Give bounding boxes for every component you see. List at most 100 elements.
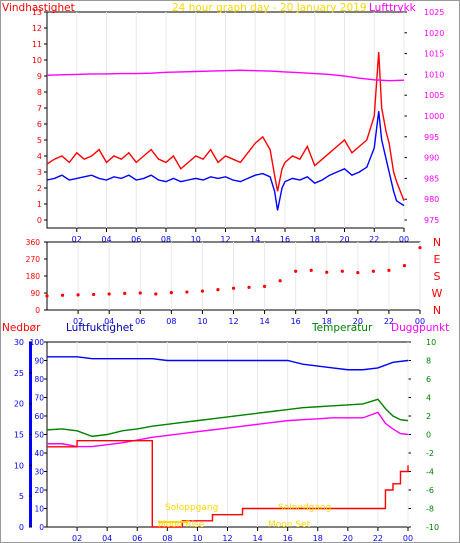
temperature-tick-label: 10 bbox=[426, 338, 436, 347]
sunrise-label: Soloppgang bbox=[165, 503, 218, 513]
gust-line bbox=[46, 51, 405, 202]
wind-tick-label: 6 bbox=[37, 120, 42, 129]
wind-tick-label: 3 bbox=[37, 168, 42, 177]
direction-point bbox=[356, 271, 360, 275]
temperature-tick-label: -4 bbox=[426, 468, 434, 477]
direction-time-tick-label: 08 bbox=[166, 317, 176, 326]
direction-point bbox=[231, 286, 236, 290]
humidity-tick-label: 80 bbox=[34, 375, 44, 384]
average-line bbox=[46, 111, 405, 211]
direction-point bbox=[216, 288, 220, 292]
direction-tick-label: 90 bbox=[30, 289, 40, 298]
rain-tick-label: 0 bbox=[19, 523, 24, 532]
direction-point bbox=[92, 292, 96, 297]
wind-tick-label: 11 bbox=[32, 40, 42, 49]
temperature-tick-label: -10 bbox=[426, 523, 439, 532]
humidity-tick-label: 90 bbox=[34, 357, 44, 366]
direction-point bbox=[169, 291, 173, 295]
direction-point bbox=[278, 279, 282, 283]
direction-point bbox=[154, 292, 158, 296]
wind-tick-label: 4 bbox=[37, 152, 42, 161]
wind-tick-label: 9 bbox=[37, 72, 42, 81]
direction-time-tick-label: 04 bbox=[104, 317, 114, 326]
wind-time-tick-label: 00 bbox=[399, 235, 409, 244]
direction-point bbox=[247, 285, 251, 289]
temperature-tick-label: 2 bbox=[426, 412, 431, 421]
climate-time-tick-label: 06 bbox=[132, 534, 142, 543]
direction-point bbox=[262, 284, 267, 288]
temperature-line bbox=[46, 398, 409, 438]
direction-point bbox=[123, 291, 127, 295]
compass-label: N bbox=[433, 304, 441, 317]
climate-time-tick-label: 22 bbox=[373, 534, 383, 543]
wind-time-tick-label: 22 bbox=[369, 235, 379, 244]
direction-point bbox=[76, 293, 80, 297]
humidity-tick-label: 10 bbox=[34, 505, 44, 514]
wind-time-tick-label: 14 bbox=[250, 235, 260, 244]
rain-tick-label: 20 bbox=[14, 400, 24, 409]
direction-point bbox=[309, 268, 313, 272]
direction-point bbox=[402, 264, 407, 268]
wind-time-tick-label: 12 bbox=[220, 235, 230, 244]
compass-label: W bbox=[432, 287, 443, 300]
dewpoint-label: Duggpunkt bbox=[391, 322, 449, 334]
pressure-tick-label: 1025 bbox=[424, 8, 444, 17]
wind-time-tick-label: 16 bbox=[280, 235, 290, 244]
wind-pressure-series bbox=[46, 51, 405, 211]
sunset-label: Solnedgang bbox=[278, 503, 331, 513]
humidity-tick-label: 100 bbox=[30, 338, 45, 347]
climate-time-tick-label: 20 bbox=[343, 534, 353, 543]
wind-time-tick-label: 06 bbox=[131, 235, 141, 244]
direction-series bbox=[45, 246, 422, 298]
wind-tick-label: 2 bbox=[37, 184, 42, 193]
wind-time-tick-label: 18 bbox=[310, 235, 320, 244]
direction-time-tick-label: 22 bbox=[384, 317, 394, 326]
direction-point bbox=[185, 290, 189, 294]
temperature-label: Temperatur bbox=[311, 322, 373, 334]
wind-tick-label: 13 bbox=[32, 8, 42, 17]
humidity-axis: 0 10 20 30 40 50 60 70 80 90 100 bbox=[30, 338, 47, 532]
direction-point bbox=[294, 269, 298, 273]
pressure-tick-label: 980 bbox=[424, 195, 439, 204]
direction-point bbox=[340, 269, 344, 273]
temperature-tick-label: 6 bbox=[426, 375, 431, 384]
humidity-label: Luftfuktighet bbox=[66, 322, 133, 334]
direction-point bbox=[138, 291, 142, 295]
pressure-tick-label: 1000 bbox=[424, 112, 444, 121]
direction-time-tick-label: 20 bbox=[353, 317, 363, 326]
pressure-axis: 975 980 985 990 995 1000 1005 1010 1015 1020 1025 bbox=[404, 8, 444, 225]
temperature-tick-label: -6 bbox=[426, 486, 434, 495]
direction-point bbox=[200, 289, 205, 293]
climate-time-tick-label: 16 bbox=[283, 534, 293, 543]
temperature-tick-label: 4 bbox=[426, 394, 431, 403]
humidity-tick-label: 20 bbox=[34, 486, 44, 495]
direction-time-axis: 02 04 06 08 10 12 14 16 18 20 22 00 bbox=[73, 242, 425, 326]
climate-time-tick-label: 18 bbox=[313, 534, 323, 543]
direction-time-tick-label: 12 bbox=[228, 317, 238, 326]
pressure-tick-label: 995 bbox=[424, 133, 439, 142]
humidity-tick-label: 40 bbox=[34, 449, 44, 458]
wind-time-tick-label: 10 bbox=[191, 235, 201, 244]
direction-point bbox=[45, 294, 49, 298]
rain-line bbox=[47, 439, 409, 528]
direction-axis: 0 90 180 270 360 bbox=[26, 238, 47, 315]
direction-time-tick-label: 06 bbox=[135, 317, 145, 326]
direction-time-tick-label: 14 bbox=[259, 317, 269, 326]
temperature-axis: -10 -8 -6 -4 -2 0 2 4 6 8 10 bbox=[408, 338, 439, 532]
climate-time-tick-label: 02 bbox=[72, 534, 82, 543]
wind-tick-label: 5 bbox=[37, 136, 42, 145]
direction-point bbox=[387, 268, 391, 272]
wind-tick-label: 10 bbox=[32, 56, 42, 65]
temperature-tick-label: 8 bbox=[426, 357, 431, 366]
rain-tick-label: 5 bbox=[19, 492, 24, 501]
direction-point bbox=[107, 292, 111, 296]
pressure-tick-label: 990 bbox=[424, 154, 439, 163]
wind-time-tick-label: 04 bbox=[101, 235, 111, 244]
direction-time-tick-label: 02 bbox=[73, 317, 83, 326]
pressure-tick-label: 1020 bbox=[424, 29, 444, 38]
compass-label: E bbox=[434, 253, 441, 266]
wind-tick-label: 12 bbox=[32, 24, 42, 33]
climate-time-tick-label: 00 bbox=[403, 534, 413, 543]
